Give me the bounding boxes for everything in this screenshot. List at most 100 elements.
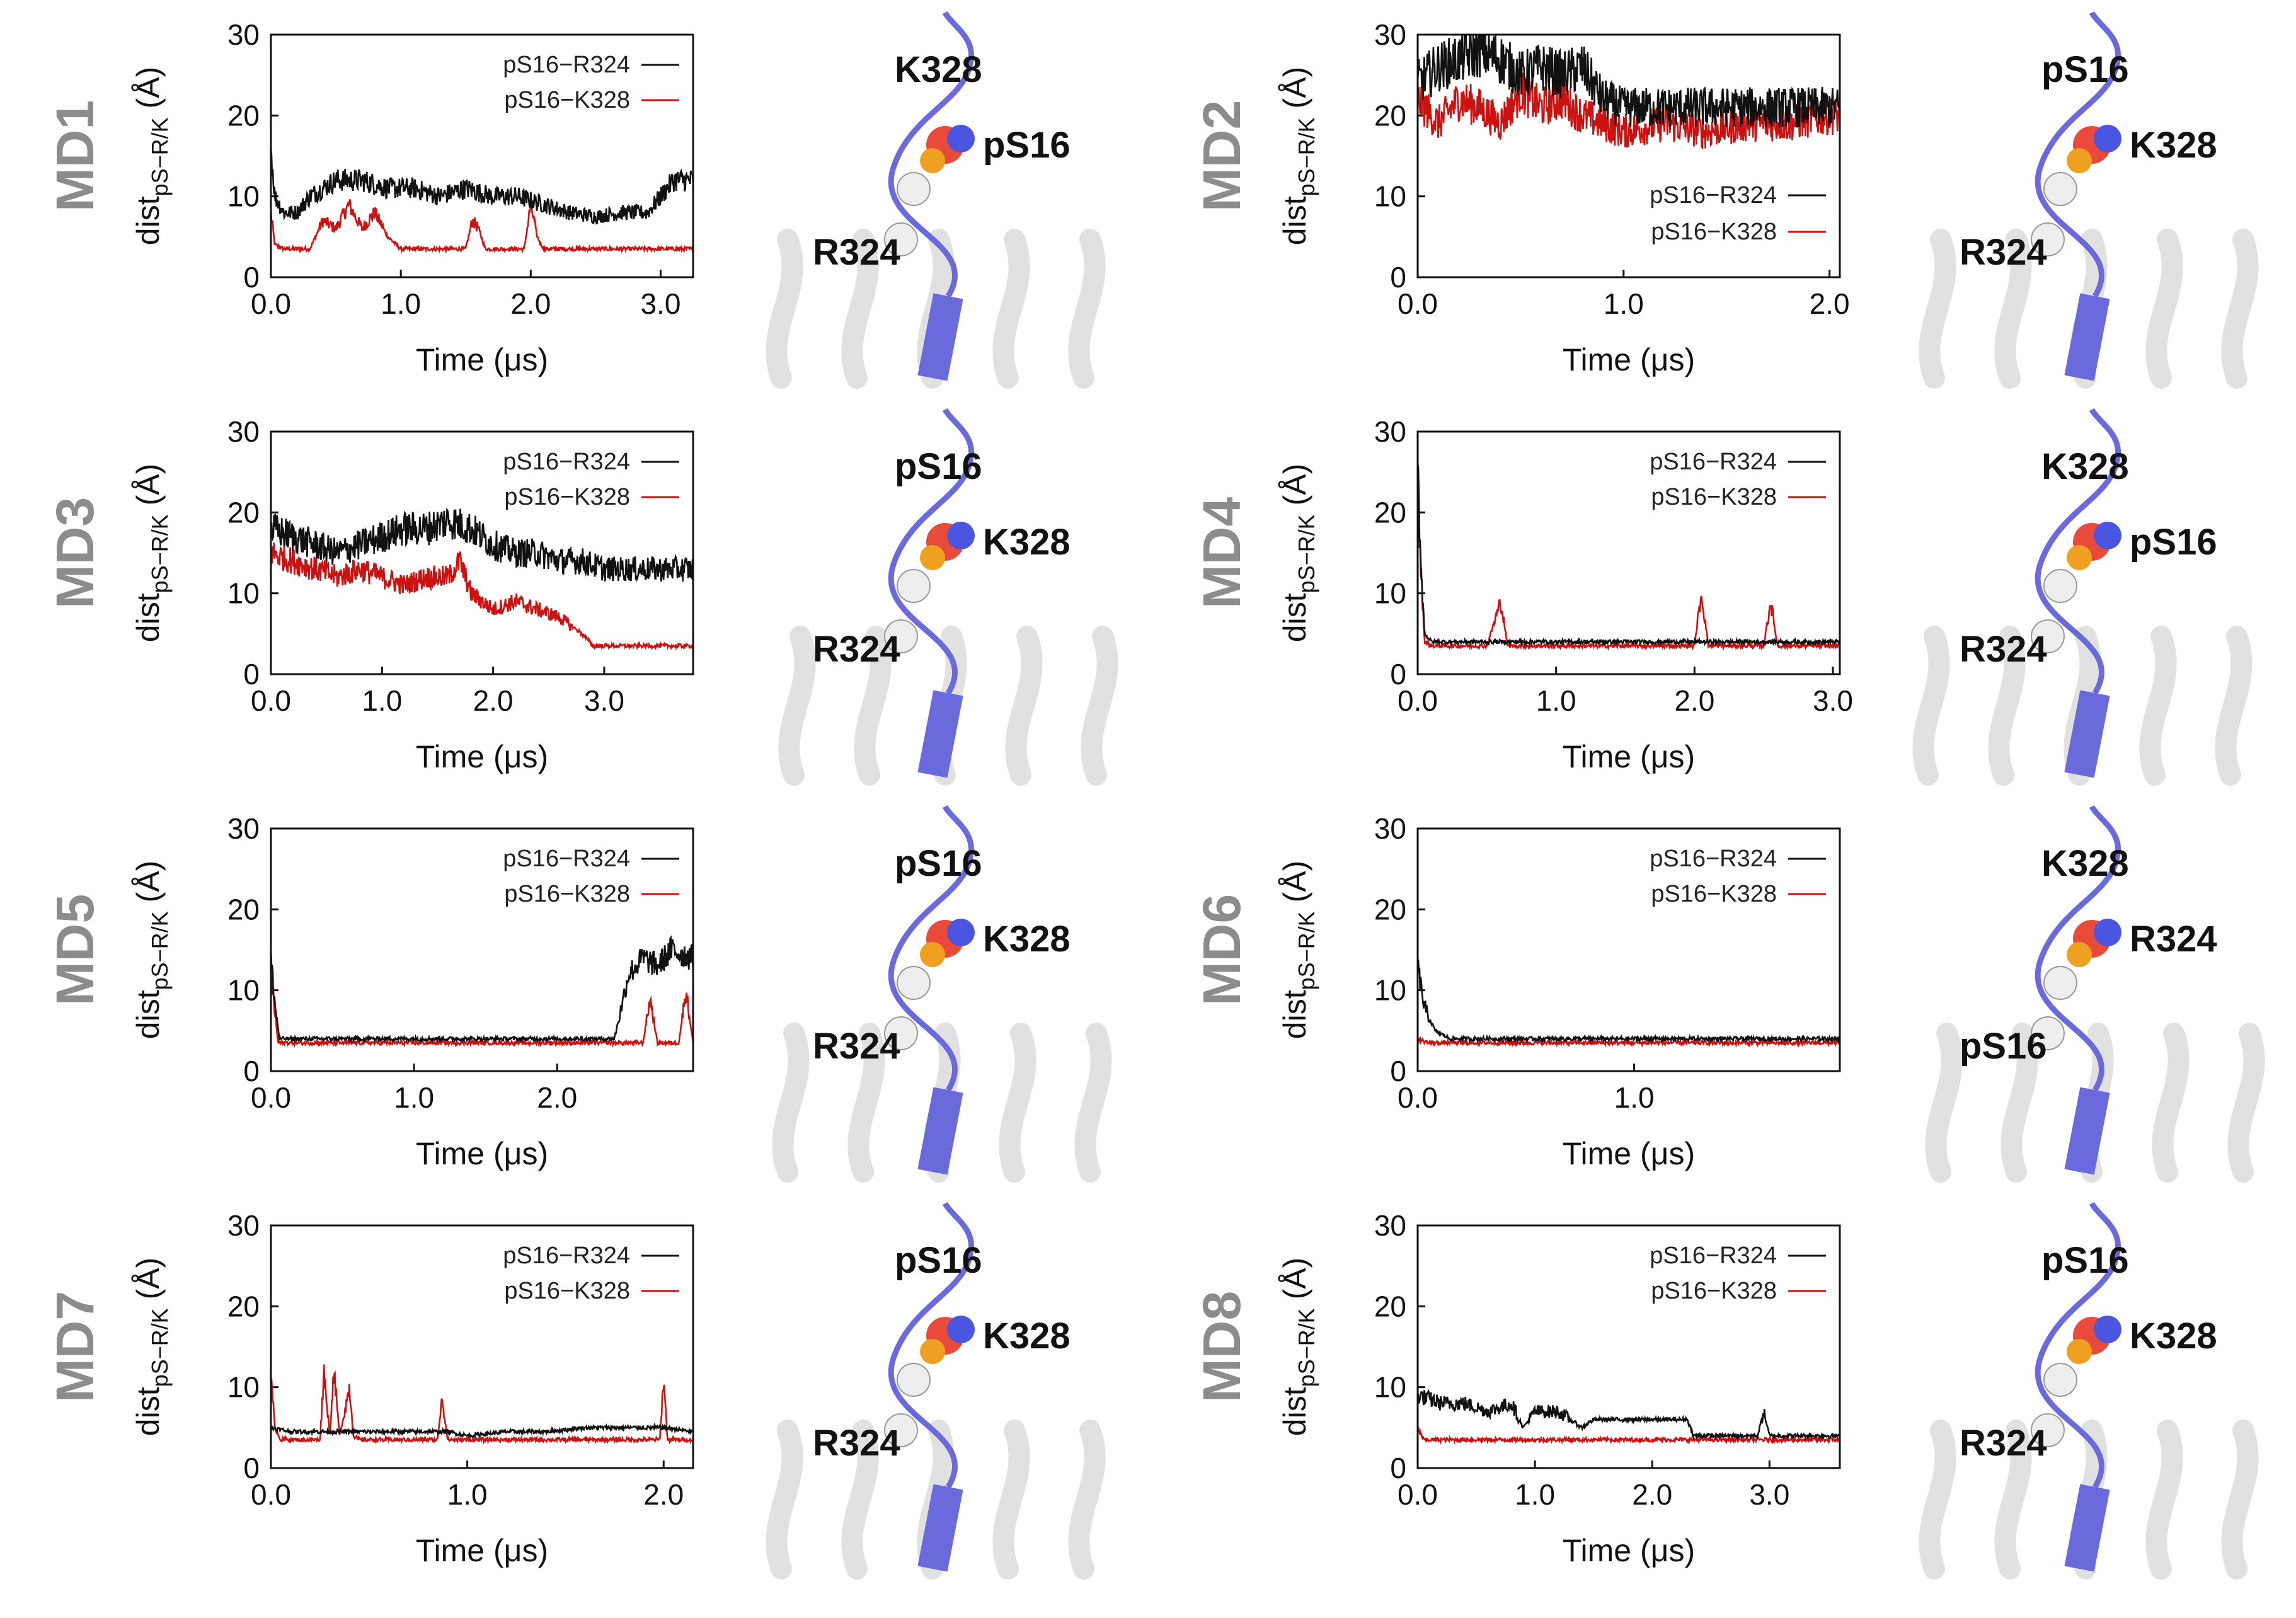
x-tick-label: 1.0 bbox=[1536, 684, 1576, 717]
x-tick-label: 2.0 bbox=[1632, 1478, 1672, 1511]
phosphorus-atom bbox=[2067, 148, 2092, 173]
highlight-helix bbox=[917, 690, 963, 778]
x-axis-title: Time (μs) bbox=[416, 1136, 548, 1171]
y-axis-title-sub: pS−R/K bbox=[1294, 514, 1319, 593]
protein-helix bbox=[1988, 626, 2026, 786]
residue-label: pS16 bbox=[895, 1240, 982, 1281]
x-tick-label: 2.0 bbox=[643, 1478, 684, 1511]
legend-label: pS16−K328 bbox=[1651, 1278, 1777, 1304]
arginine-atom bbox=[2031, 619, 2065, 653]
y-tick-label: 0 bbox=[1390, 658, 1406, 691]
residue-label: R324 bbox=[813, 1026, 900, 1067]
residue-label: pS16 bbox=[2041, 1240, 2129, 1281]
residue-label: pS16 bbox=[895, 843, 982, 884]
protein-helix bbox=[992, 229, 1030, 389]
y-tick-label: 20 bbox=[227, 1290, 260, 1323]
arginine-atom bbox=[884, 222, 918, 256]
x-tick-label: 0.0 bbox=[251, 287, 291, 320]
protein-helix bbox=[2227, 1023, 2265, 1183]
arginine-atom bbox=[2031, 222, 2065, 256]
panel-label: MD5 bbox=[45, 894, 105, 1006]
highlight-loop bbox=[2035, 805, 2121, 1092]
x-tick-label: 3.0 bbox=[1813, 684, 1853, 717]
x-tick-label: 1.0 bbox=[1515, 1478, 1555, 1511]
protein-helix bbox=[2139, 626, 2177, 786]
x-tick-label: 3.0 bbox=[640, 287, 680, 320]
protein-helix bbox=[999, 1023, 1036, 1183]
residue-label: K328 bbox=[2041, 446, 2129, 487]
y-axis-title-unit: (Å) bbox=[130, 1258, 166, 1309]
y-tick-label: 10 bbox=[1374, 1371, 1406, 1404]
legend-label: pS16−K328 bbox=[1651, 881, 1777, 907]
y-axis-title-unit: (Å) bbox=[130, 67, 166, 118]
residue-label: R324 bbox=[1960, 1423, 2047, 1464]
plot-frame bbox=[270, 33, 694, 278]
y-tick-label: 10 bbox=[1374, 974, 1406, 1007]
highlight-loop bbox=[888, 805, 975, 1092]
highlight-helix bbox=[2064, 1484, 2110, 1572]
protein-helix bbox=[766, 229, 803, 389]
x-tick-label: 2.0 bbox=[510, 287, 551, 320]
chart-panel-md8: MD8 distpS−R/K (Å) 0 10 20 30 0.0 1.0 2.0 3.0 Time… bbox=[1192, 1202, 2281, 1580]
residue-label: K328 bbox=[895, 49, 982, 90]
highlight-helix bbox=[2064, 1087, 2110, 1175]
x-tick-label: 0.0 bbox=[1398, 1478, 1438, 1511]
x-tick-label: 1.0 bbox=[381, 287, 421, 320]
residue-label: R324 bbox=[1960, 232, 2047, 273]
x-axis-title: Time (μs) bbox=[1563, 739, 1695, 774]
x-tick-label: 1.0 bbox=[1614, 1081, 1655, 1114]
protein-helix bbox=[854, 626, 892, 786]
residue-label: pS16 bbox=[895, 446, 982, 487]
y-axis-title-sub: pS−R/K bbox=[147, 1308, 173, 1387]
y-axis-title-main: dist bbox=[130, 990, 166, 1039]
series-line-k328 bbox=[1418, 1426, 1840, 1445]
y-axis-title: distpS−R/K (Å) bbox=[130, 67, 173, 245]
protein-helix bbox=[1925, 1023, 1963, 1183]
y-axis-title: distpS−R/K (Å) bbox=[130, 464, 173, 642]
residue-label: K328 bbox=[2130, 1316, 2217, 1357]
x-axis-title: Time (μs) bbox=[1563, 342, 1695, 377]
lysine-atom bbox=[897, 1363, 931, 1397]
chart-panel-md1: MD1 distpS−R/K (Å) 0 10 20 30 0.0 1.0 2.0 3.0 Time… bbox=[45, 11, 1134, 389]
x-axis-title: Time (μs) bbox=[416, 1533, 548, 1568]
series-line-r324 bbox=[271, 935, 693, 1044]
lysine-atom bbox=[2043, 966, 2077, 1000]
x-tick-label: 0.0 bbox=[1398, 1081, 1438, 1114]
protein-helix bbox=[1919, 1420, 1956, 1580]
nitrogen-atom bbox=[2094, 522, 2121, 549]
legend-label: pS16−K328 bbox=[1651, 219, 1777, 245]
x-tick-label: 2.0 bbox=[537, 1081, 577, 1114]
protein-helix bbox=[2145, 1420, 2183, 1580]
residue-label: R324 bbox=[813, 232, 900, 273]
lysine-atom bbox=[2043, 1363, 2077, 1397]
y-axis-title-sub: pS−R/K bbox=[147, 514, 173, 593]
protein-helix bbox=[772, 1023, 810, 1183]
protein-helix bbox=[2152, 1023, 2190, 1183]
y-tick-label: 30 bbox=[227, 812, 260, 845]
x-tick-label: 1.0 bbox=[447, 1478, 488, 1511]
panel-label: MD6 bbox=[1192, 894, 1251, 1006]
y-tick-label: 20 bbox=[1374, 496, 1406, 529]
x-axis-title: Time (μs) bbox=[1563, 1136, 1695, 1171]
legend-label: pS16−K328 bbox=[504, 1278, 630, 1304]
nitrogen-atom bbox=[2094, 1316, 2121, 1343]
y-tick-label: 30 bbox=[1374, 415, 1406, 448]
highlight-helix bbox=[2064, 690, 2110, 778]
x-tick-label: 0.0 bbox=[251, 1478, 291, 1511]
series-line-k328 bbox=[271, 542, 693, 651]
highlight-helix bbox=[917, 1087, 963, 1175]
series-line-r324 bbox=[1418, 463, 1840, 647]
series-line-k328 bbox=[1418, 491, 1840, 651]
residue-label: R324 bbox=[1960, 629, 2047, 670]
legend-label: pS16−R324 bbox=[1650, 182, 1777, 209]
x-axis-title: Time (μs) bbox=[1563, 1533, 1695, 1568]
residue-label: K328 bbox=[983, 522, 1071, 563]
protein-helix bbox=[1068, 229, 1106, 389]
highlight-loop bbox=[2035, 408, 2121, 695]
panel-label: MD2 bbox=[1192, 100, 1251, 212]
series-line-r324 bbox=[271, 1422, 693, 1440]
